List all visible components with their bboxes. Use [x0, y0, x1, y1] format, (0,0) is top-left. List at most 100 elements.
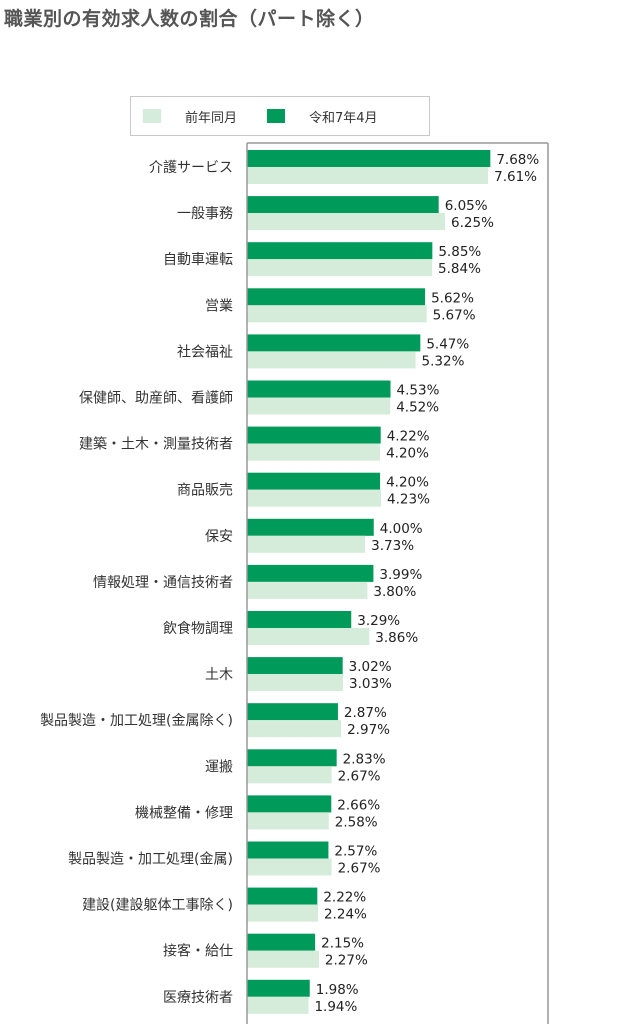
value-label-previous: 4.20%: [386, 446, 429, 462]
legend-label-current: 令和7年4月: [309, 110, 378, 126]
category-label: 自動車運転: [163, 251, 233, 268]
bar-current: [247, 933, 316, 951]
value-label-previous: 2.67%: [338, 768, 381, 784]
value-label-previous: 6.25%: [451, 215, 494, 231]
chart-title: 職業別の有効求人数の割合（パート除く）: [4, 8, 375, 30]
legend-swatch-previous: [143, 109, 161, 123]
category-label: 接客・給仕: [163, 943, 233, 960]
value-label-current: 4.20%: [386, 475, 429, 491]
bar-previous: [247, 305, 427, 323]
value-label-current: 2.66%: [337, 797, 380, 813]
bar-previous: [247, 443, 381, 461]
value-label-previous: 3.80%: [373, 584, 416, 600]
category-label: 保健師、助産師、看護師: [79, 391, 233, 407]
bar-previous: [247, 904, 318, 922]
value-label-previous: 4.52%: [396, 400, 439, 416]
value-label-current: 1.98%: [316, 982, 359, 998]
bar-previous: [247, 351, 416, 369]
bar-previous: [247, 996, 309, 1014]
bar-previous: [247, 674, 344, 692]
legend-label-previous: 前年同月: [185, 110, 238, 126]
bar-previous: [247, 535, 366, 553]
value-label-current: 2.83%: [343, 751, 386, 767]
value-label-previous: 2.97%: [347, 722, 390, 738]
bar-current: [247, 518, 374, 536]
bar-previous: [247, 812, 329, 830]
legend-item-current: 令和7年4月: [267, 107, 378, 126]
value-label-current: 7.68%: [496, 152, 539, 168]
bar-previous: [247, 720, 342, 738]
value-label-previous: 3.03%: [349, 676, 392, 692]
bar-current: [247, 196, 439, 214]
bar-current: [247, 288, 426, 306]
bar-previous: [247, 766, 332, 784]
bar-current: [247, 795, 332, 813]
bar-previous: [247, 950, 319, 968]
value-label-current: 4.53%: [397, 383, 440, 399]
category-label: 運搬: [205, 759, 233, 775]
bar-current: [247, 749, 337, 767]
category-label: 一般事務: [177, 206, 233, 222]
value-label-previous: 2.67%: [338, 861, 381, 877]
bar-current: [247, 841, 329, 859]
bar-current: [247, 657, 343, 675]
value-label-current: 3.02%: [349, 659, 392, 675]
value-label-previous: 2.27%: [325, 953, 368, 969]
bar-current: [247, 472, 381, 490]
bar-current: [247, 242, 433, 260]
legend-swatch-current: [267, 109, 286, 123]
bar-current: [247, 887, 318, 905]
category-label: 建設(建設躯体工事除く): [82, 898, 233, 914]
value-label-current: 3.29%: [357, 613, 400, 629]
bar-current: [247, 703, 338, 721]
value-label-previous: 7.61%: [494, 169, 537, 185]
value-label-previous: 3.86%: [375, 630, 418, 646]
category-label: 機械整備・修理: [135, 805, 233, 821]
bar-previous: [247, 628, 370, 645]
bar-current: [247, 380, 391, 398]
bar-current: [247, 564, 374, 582]
category-label: 介護サービス: [149, 160, 233, 176]
value-label-current: 4.22%: [387, 429, 430, 445]
value-label-current: 2.87%: [344, 705, 387, 721]
value-label-previous: 3.73%: [371, 538, 414, 554]
bar-current: [247, 611, 352, 628]
bar-previous: [247, 858, 332, 876]
chart-legend: 前年同月 令和7年4月: [130, 96, 430, 136]
legend-item-previous: 前年同月: [143, 107, 237, 126]
value-label-current: 2.15%: [321, 936, 364, 952]
value-label-current: 4.00%: [380, 521, 423, 537]
value-label-current: 5.47%: [426, 336, 469, 352]
bar-previous: [247, 167, 489, 184]
bar-current: [247, 334, 421, 352]
category-label: 医療技術者: [163, 989, 233, 1006]
value-label-previous: 4.23%: [387, 492, 430, 508]
value-label-previous: 5.32%: [422, 353, 465, 369]
bar-previous: [247, 213, 446, 231]
value-label-current: 2.22%: [323, 890, 366, 906]
category-label: 情報処理・通信技術者: [93, 575, 233, 591]
category-label: 保安: [205, 529, 233, 545]
bar-current: [247, 150, 491, 167]
category-label: 商品販売: [177, 483, 233, 499]
value-label-current: 5.85%: [438, 244, 481, 260]
value-label-current: 2.57%: [334, 844, 377, 860]
category-label: 土木: [205, 667, 233, 683]
bar-previous: [247, 259, 433, 277]
bar-current: [247, 426, 381, 444]
value-label-previous: 2.24%: [324, 907, 367, 923]
value-label-previous: 5.84%: [438, 261, 481, 277]
value-label-previous: 5.67%: [433, 307, 476, 323]
value-label-current: 6.05%: [445, 198, 488, 214]
category-label: 製品製造・加工処理(金属): [68, 852, 233, 868]
bar-previous: [247, 397, 391, 415]
category-label: 建築・土木・測量技術者: [79, 437, 233, 453]
bar-previous: [247, 581, 368, 599]
category-label: 飲食物調理: [163, 620, 233, 637]
value-label-previous: 2.58%: [335, 814, 378, 830]
category-label: 営業: [205, 298, 233, 314]
bar-previous: [247, 489, 382, 507]
category-label: 製品製造・加工処理(金属除く): [40, 713, 233, 729]
bar-current: [247, 979, 310, 997]
